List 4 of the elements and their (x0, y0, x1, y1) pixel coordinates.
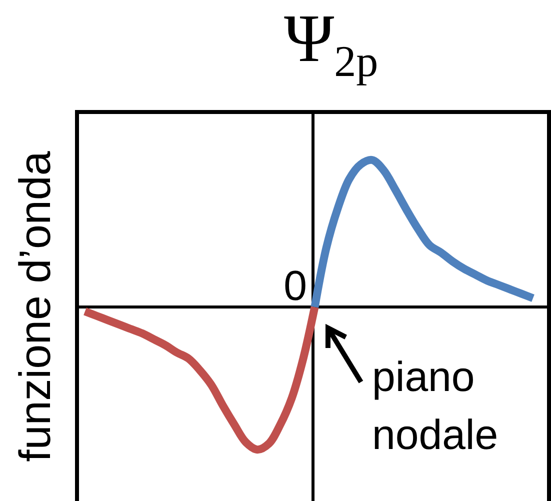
annotation: 0 (284, 262, 307, 309)
y-axis-title: funzione d’onda (11, 150, 60, 462)
chart-title: Ψ$_{2p}$ (284, 0, 378, 86)
annotation: piano nodale (372, 353, 498, 458)
